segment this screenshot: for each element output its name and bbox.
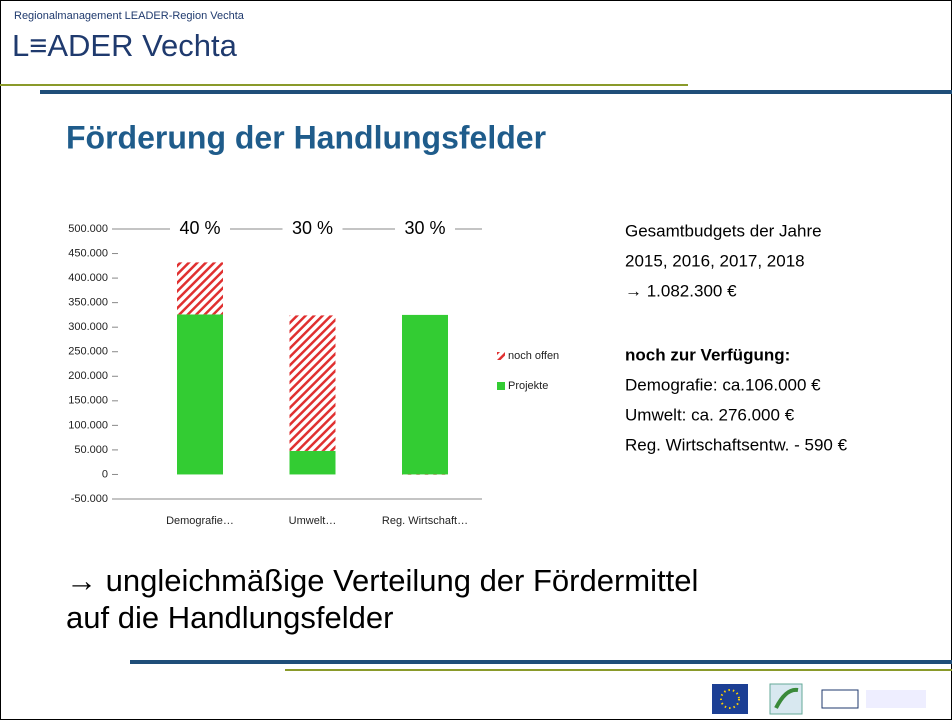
y-tick-label: 200.000 <box>68 370 108 382</box>
y-tick-label: 50.000 <box>74 444 108 456</box>
legend-swatch <box>497 382 505 390</box>
y-tick-label: 250.000 <box>68 346 108 358</box>
bar-segment <box>290 315 336 450</box>
bar-segment <box>177 262 223 314</box>
y-tick-label: 450.000 <box>68 247 108 259</box>
x-tick-label: Reg. Wirtschaft… <box>382 515 468 527</box>
bar-segment <box>177 314 223 474</box>
info-line: → 1.082.300 € <box>625 281 737 300</box>
y-tick-label: 300.000 <box>68 321 108 333</box>
conclusion-line: → ungleichmäßige Verteilung der Fördermi… <box>66 563 698 598</box>
legend-swatch <box>497 352 505 360</box>
y-tick-label: 0 <box>102 468 108 480</box>
y-tick-label: -50.000 <box>71 493 108 505</box>
y-tick-label: 350.000 <box>68 297 108 309</box>
header-logo-text: L≡ADER Vechta <box>12 28 238 63</box>
info-line: Gesamtbudgets der Jahre <box>625 221 822 240</box>
legend-label: Projekte <box>508 380 548 392</box>
info-line: Umwelt: ca. 276.000 € <box>625 405 795 424</box>
share-label: 30 % <box>292 218 333 238</box>
info-line: noch zur Verfügung: <box>625 345 790 364</box>
legend-label: noch offen <box>508 350 559 362</box>
y-tick-label: 150.000 <box>68 395 108 407</box>
header-subtitle: Regionalmanagement LEADER-Region Vechta <box>14 10 245 22</box>
info-line: 2015, 2016, 2017, 2018 <box>625 251 805 270</box>
share-label: 40 % <box>179 218 220 238</box>
y-tick-label: 100.000 <box>68 419 108 431</box>
nlg-logo-text <box>866 690 926 708</box>
info-line: Demografie: ca.106.000 € <box>625 375 821 394</box>
bar-segment <box>402 315 448 475</box>
y-tick-label: 400.000 <box>68 272 108 284</box>
y-tick-label: 500.000 <box>68 223 108 235</box>
share-label: 30 % <box>404 218 445 238</box>
conclusion-line: auf die Handlungsfelder <box>66 600 393 635</box>
x-tick-label: Umwelt… <box>289 515 337 527</box>
eu-logo <box>712 684 748 714</box>
bar-segment <box>290 451 336 475</box>
slide-title: Förderung der Handlungsfelder <box>66 119 546 155</box>
x-tick-label: Demografie… <box>166 515 234 527</box>
info-line: Reg. Wirtschaftsentw. - 590 € <box>625 435 848 454</box>
nlg-logo <box>822 690 858 708</box>
